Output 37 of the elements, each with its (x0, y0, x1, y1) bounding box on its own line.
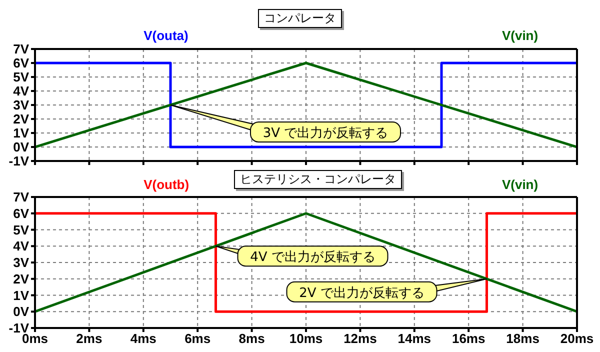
y-tick-label: 6V (13, 206, 30, 221)
y-tick-label: -1V (8, 154, 30, 169)
series-label: V(outa) (144, 28, 188, 43)
x-tick-label: 2ms (76, 331, 102, 346)
y-tick-label: 0V (13, 140, 30, 155)
y-tick-label: 2V (13, 112, 30, 127)
x-tick-label: 12ms (344, 331, 377, 346)
x-tick-label: 6ms (184, 331, 211, 346)
series-label: V(outb) (144, 177, 190, 192)
text: V(vin) (502, 177, 538, 192)
annotation: 2V で出力が反転する (299, 286, 424, 301)
chart-title: ヒステリシス・コンパレータ (234, 170, 402, 189)
x-tick-label: 20ms (560, 331, 594, 346)
y-tick-label: 1V (13, 288, 30, 303)
x-tick-label: 10ms (289, 331, 323, 346)
y-tick-label: 2V (13, 271, 30, 286)
x-tick-label: 8ms (238, 331, 265, 346)
y-tick-label: 5V (13, 70, 30, 85)
x-tick-label: 16ms (452, 331, 486, 346)
y-tick-label: 4V (13, 238, 30, 254)
x-tick-label: 14ms (398, 331, 432, 346)
y-tick-label: 3V (13, 255, 30, 270)
x-tick-label: 18ms (506, 331, 540, 346)
y-tick-label: 5V (13, 222, 30, 238)
chart-title: コンパレータ (258, 9, 342, 28)
y-tick-label: 4V (13, 84, 30, 99)
y-tick-label: 1V (13, 126, 30, 141)
annotation: 4V で出力が反転する (250, 250, 376, 266)
x-tick-label: 0ms (22, 331, 48, 346)
y-tick-label: 7V (13, 190, 30, 205)
x-tick-label: 4ms (130, 331, 156, 346)
y-tick-label: 6V (13, 56, 30, 71)
text: V(vin) (502, 28, 538, 43)
annotation: 3V で出力が反転する (262, 126, 388, 141)
y-tick-label: 7V (13, 42, 30, 57)
y-tick-label: 0V (13, 304, 30, 320)
y-tick-label: 3V (13, 98, 30, 113)
